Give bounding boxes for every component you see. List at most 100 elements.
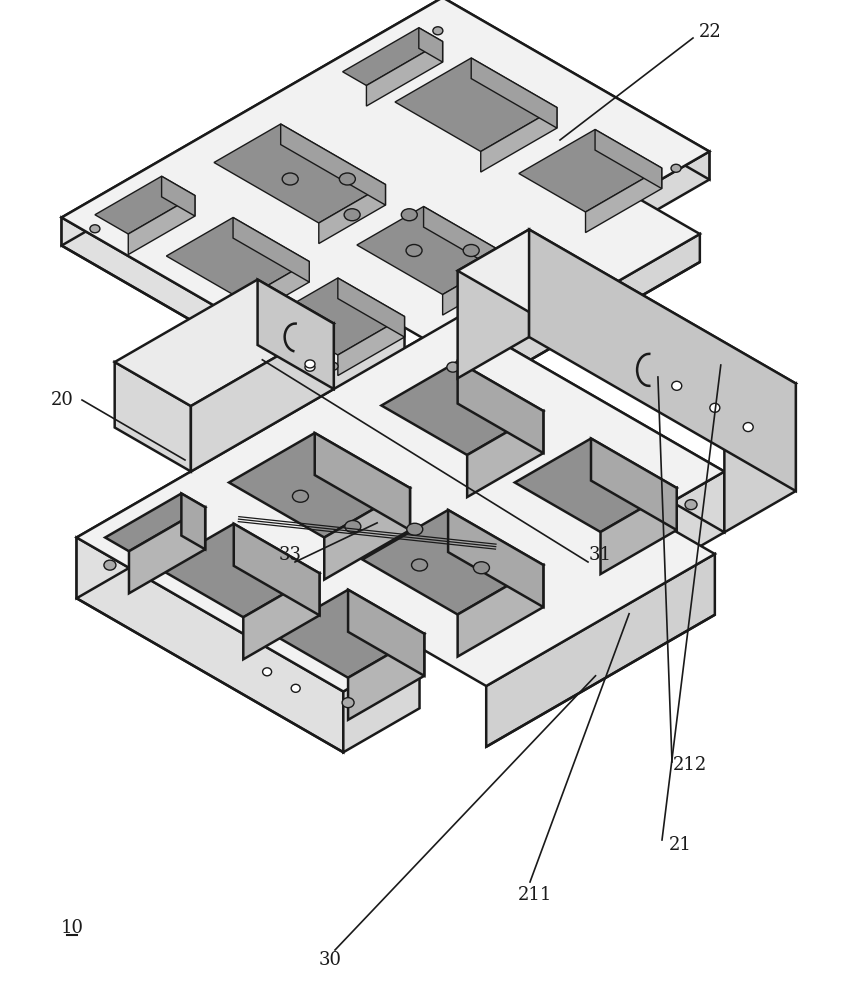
- Ellipse shape: [685, 500, 697, 510]
- Polygon shape: [243, 573, 320, 659]
- Polygon shape: [585, 168, 661, 233]
- Polygon shape: [458, 565, 544, 657]
- Polygon shape: [366, 42, 443, 106]
- Polygon shape: [357, 207, 510, 294]
- Polygon shape: [419, 28, 443, 62]
- Ellipse shape: [293, 490, 309, 502]
- Polygon shape: [343, 648, 420, 752]
- Ellipse shape: [282, 173, 298, 185]
- Polygon shape: [382, 362, 544, 455]
- Polygon shape: [281, 124, 386, 205]
- Polygon shape: [395, 58, 557, 152]
- Ellipse shape: [339, 173, 355, 185]
- Ellipse shape: [104, 560, 116, 570]
- Polygon shape: [243, 261, 310, 321]
- Text: 20: 20: [51, 391, 74, 409]
- Polygon shape: [471, 58, 557, 128]
- Polygon shape: [348, 634, 424, 720]
- Ellipse shape: [671, 164, 681, 172]
- Polygon shape: [448, 510, 544, 607]
- Polygon shape: [76, 318, 458, 598]
- Ellipse shape: [473, 562, 489, 574]
- Polygon shape: [458, 230, 529, 378]
- Polygon shape: [324, 488, 410, 580]
- Polygon shape: [234, 524, 320, 615]
- Polygon shape: [229, 433, 410, 538]
- Polygon shape: [162, 176, 195, 216]
- Polygon shape: [158, 524, 320, 617]
- Ellipse shape: [463, 244, 479, 256]
- Polygon shape: [458, 230, 795, 425]
- Ellipse shape: [305, 363, 315, 371]
- Ellipse shape: [342, 698, 354, 708]
- Polygon shape: [529, 230, 795, 491]
- Ellipse shape: [267, 349, 275, 356]
- Polygon shape: [443, 256, 510, 315]
- Polygon shape: [471, 234, 700, 394]
- Text: 31: 31: [589, 546, 611, 564]
- Polygon shape: [62, 0, 710, 371]
- Ellipse shape: [238, 333, 247, 340]
- Polygon shape: [724, 383, 795, 532]
- Polygon shape: [319, 184, 386, 244]
- Polygon shape: [633, 151, 710, 224]
- Polygon shape: [166, 218, 310, 300]
- Ellipse shape: [447, 362, 459, 372]
- Ellipse shape: [406, 244, 422, 256]
- Polygon shape: [191, 324, 334, 472]
- Polygon shape: [258, 280, 334, 389]
- Polygon shape: [519, 129, 661, 212]
- Ellipse shape: [401, 209, 417, 221]
- Polygon shape: [76, 318, 724, 692]
- Ellipse shape: [344, 209, 360, 221]
- Ellipse shape: [305, 360, 315, 368]
- Ellipse shape: [291, 684, 300, 692]
- Polygon shape: [338, 278, 404, 337]
- Ellipse shape: [546, 276, 558, 286]
- Text: 30: 30: [319, 951, 342, 969]
- Polygon shape: [76, 538, 343, 752]
- Text: 33: 33: [278, 546, 302, 564]
- Polygon shape: [62, 0, 443, 246]
- Text: 212: 212: [672, 756, 707, 774]
- Polygon shape: [315, 433, 410, 530]
- Polygon shape: [271, 278, 404, 355]
- Polygon shape: [129, 507, 205, 593]
- Text: 21: 21: [668, 836, 691, 854]
- Polygon shape: [62, 218, 328, 400]
- Polygon shape: [114, 362, 191, 472]
- Text: 10: 10: [60, 919, 83, 937]
- Polygon shape: [362, 510, 544, 614]
- Polygon shape: [348, 590, 424, 676]
- Ellipse shape: [407, 523, 423, 535]
- Ellipse shape: [328, 362, 338, 370]
- Polygon shape: [214, 124, 386, 223]
- Polygon shape: [181, 493, 205, 549]
- Text: 211: 211: [518, 886, 552, 904]
- Polygon shape: [328, 328, 404, 400]
- Ellipse shape: [710, 403, 720, 412]
- Polygon shape: [443, 0, 710, 180]
- Ellipse shape: [411, 559, 427, 571]
- Polygon shape: [105, 493, 205, 551]
- Polygon shape: [128, 196, 195, 255]
- Ellipse shape: [345, 520, 361, 532]
- Polygon shape: [343, 28, 443, 86]
- Polygon shape: [595, 129, 661, 189]
- Polygon shape: [467, 411, 544, 497]
- Polygon shape: [600, 488, 677, 574]
- Polygon shape: [458, 318, 724, 532]
- Ellipse shape: [432, 27, 443, 35]
- Ellipse shape: [263, 668, 271, 676]
- Polygon shape: [272, 590, 424, 678]
- Polygon shape: [515, 438, 677, 532]
- Polygon shape: [591, 438, 677, 530]
- Polygon shape: [458, 362, 544, 453]
- Polygon shape: [338, 316, 404, 376]
- Polygon shape: [114, 280, 334, 406]
- Ellipse shape: [743, 423, 753, 432]
- Text: 22: 22: [699, 23, 722, 41]
- Polygon shape: [233, 218, 310, 282]
- Ellipse shape: [90, 225, 100, 233]
- Polygon shape: [486, 554, 715, 747]
